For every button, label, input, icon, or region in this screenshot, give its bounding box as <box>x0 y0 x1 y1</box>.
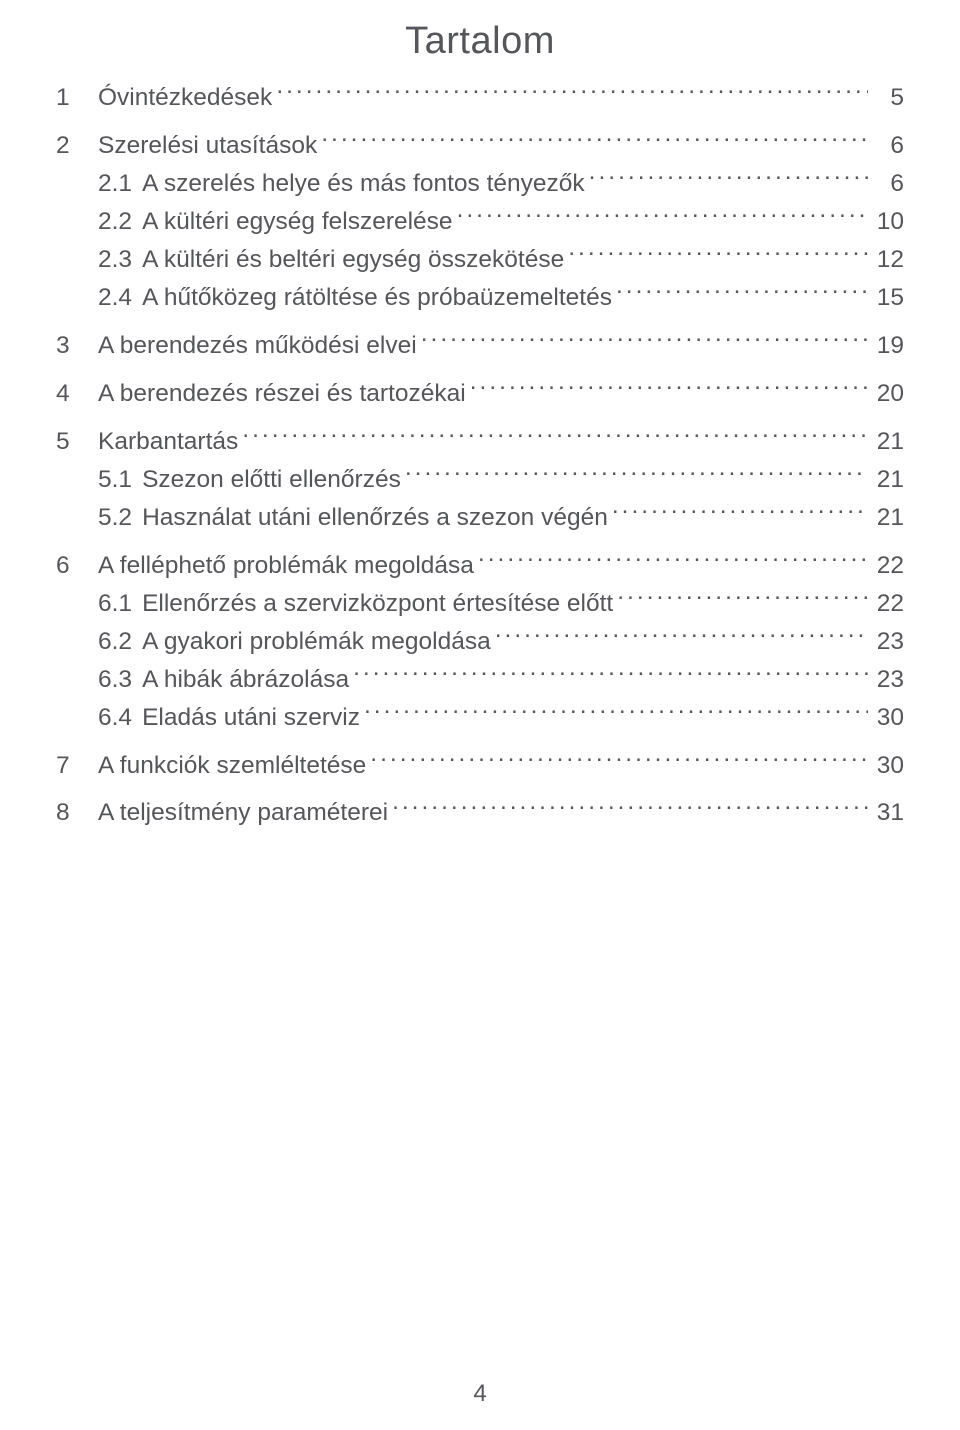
toc-number: 5 <box>56 423 98 461</box>
toc-entry-top: 6A felléphető problémák megoldása 22 <box>56 547 904 585</box>
toc-leader-dots <box>457 204 868 229</box>
toc-number: 4 <box>56 375 98 413</box>
toc-entry-top: 8A teljesítmény paraméterei 31 <box>56 794 904 832</box>
toc-leader-dots <box>568 242 868 267</box>
toc-page: 31 <box>872 794 904 832</box>
toc-page: 15 <box>872 279 904 317</box>
page-number: 4 <box>0 1380 960 1408</box>
toc-subnumber: 6.3 <box>98 661 142 699</box>
toc-leader-dots <box>470 376 868 401</box>
toc-leader-dots <box>276 81 868 106</box>
toc-title: Tartalom <box>56 20 904 63</box>
toc-entry-sub: 6.4Eladás utáni szerviz 30 <box>56 699 904 737</box>
toc-label: A hűtőközeg rátöltése és próbaüzemelteté… <box>142 279 612 317</box>
toc-number: 2 <box>56 127 98 165</box>
toc-label: A teljesítmény paraméterei <box>98 794 388 832</box>
toc-page: 5 <box>872 79 904 117</box>
toc-page: 12 <box>872 241 904 279</box>
toc-label: A szerelés helye és más fontos tényezők <box>142 165 585 203</box>
toc-leader-dots <box>421 328 868 353</box>
toc-entry-sub: 5.2Használat utáni ellenőrzés a szezon v… <box>56 499 904 537</box>
toc-leader-dots <box>321 128 868 153</box>
toc-subnumber: 2.2 <box>98 203 142 241</box>
toc-leader-dots <box>370 748 868 773</box>
toc-page: 10 <box>872 203 904 241</box>
toc-entry-sub: 2.1A szerelés helye és más fontos tényez… <box>56 165 904 203</box>
toc-entry-top: 5Karbantartás 21 <box>56 423 904 461</box>
toc-page: 30 <box>872 699 904 737</box>
toc-label: A berendezés működési elvei <box>98 327 417 365</box>
toc-subnumber: 5.2 <box>98 499 142 537</box>
toc-subnumber: 2.3 <box>98 241 142 279</box>
toc-label: Eladás utáni szerviz <box>142 699 360 737</box>
toc-leader-dots <box>242 424 868 449</box>
toc-leader-dots <box>495 624 868 649</box>
toc-entry-sub: 5.1Szezon előtti ellenőrzés 21 <box>56 461 904 499</box>
toc-page: 22 <box>872 585 904 623</box>
toc-label: A kültéri egység felszerelése <box>142 203 453 241</box>
toc-entry-top: 1Óvintézkedések 5 <box>56 79 904 117</box>
toc-page: 21 <box>872 461 904 499</box>
toc-number: 8 <box>56 794 98 832</box>
toc-label: Ellenőrzés a szervizközpont értesítése e… <box>142 585 613 623</box>
toc-label: Óvintézkedések <box>98 79 272 117</box>
toc-subnumber: 2.4 <box>98 279 142 317</box>
toc-number: 1 <box>56 79 98 117</box>
toc-subnumber: 6.1 <box>98 585 142 623</box>
toc-label: Szezon előtti ellenőrzés <box>142 461 401 499</box>
toc-entry-sub: 2.4A hűtőközeg rátöltése és próbaüzemelt… <box>56 279 904 317</box>
toc-label: A funkciók szemléltetése <box>98 747 366 785</box>
toc-page: 21 <box>872 423 904 461</box>
toc-number: 7 <box>56 747 98 785</box>
toc-page: 19 <box>872 327 904 365</box>
toc-leader-dots <box>616 280 868 305</box>
toc-page: 22 <box>872 547 904 585</box>
toc-leader-dots <box>405 462 868 487</box>
toc-label: Használat utáni ellenőrzés a szezon végé… <box>142 499 608 537</box>
toc-leader-dots <box>589 166 868 191</box>
toc-entry-top: 2Szerelési utasítások 6 <box>56 127 904 165</box>
toc-leader-dots <box>392 796 868 821</box>
toc-number: 3 <box>56 327 98 365</box>
toc-label: A berendezés részei és tartozékai <box>98 375 466 413</box>
toc-label: A gyakori problémák megoldása <box>142 623 491 661</box>
toc-number: 6 <box>56 547 98 585</box>
toc-label: A hibák ábrázolása <box>142 661 349 699</box>
toc-entry-sub: 2.2A kültéri egység felszerelése 10 <box>56 203 904 241</box>
toc-page: 30 <box>872 747 904 785</box>
toc-entry-sub: 6.1Ellenőrzés a szervizközpont értesítés… <box>56 585 904 623</box>
toc-entry-sub: 2.3A kültéri és beltéri egység összeköté… <box>56 241 904 279</box>
toc-leader-dots <box>478 548 868 573</box>
toc-subnumber: 6.4 <box>98 699 142 737</box>
toc-entry-top: 7A funkciók szemléltetése 30 <box>56 747 904 785</box>
toc-entry-top: 3A berendezés működési elvei 19 <box>56 327 904 365</box>
toc-page: 23 <box>872 623 904 661</box>
toc-page: 23 <box>872 661 904 699</box>
toc-label: A felléphető problémák megoldása <box>98 547 474 585</box>
page-container: Tartalom 1Óvintézkedések 5 2Szerelési utas… <box>0 0 960 1430</box>
toc-page: 21 <box>872 499 904 537</box>
toc-leader-dots <box>617 586 868 611</box>
toc-leader-dots <box>353 662 868 687</box>
toc-page: 6 <box>872 165 904 203</box>
toc-leader-dots <box>364 700 868 725</box>
toc-subnumber: 6.2 <box>98 623 142 661</box>
toc-page: 6 <box>872 127 904 165</box>
toc-entry-top: 4A berendezés részei és tartozékai 20 <box>56 375 904 413</box>
toc-subnumber: 2.1 <box>98 165 142 203</box>
toc-label: Szerelési utasítások <box>98 127 317 165</box>
toc-leader-dots <box>612 500 868 525</box>
toc-page: 20 <box>872 375 904 413</box>
toc-entry-sub: 6.3A hibák ábrázolása 23 <box>56 661 904 699</box>
toc-body: 1Óvintézkedések52Szerelési utasítások62.… <box>56 79 904 832</box>
toc-subnumber: 5.1 <box>98 461 142 499</box>
toc-entry-sub: 6.2A gyakori problémák megoldása 23 <box>56 623 904 661</box>
toc-label: A kültéri és beltéri egység összekötése <box>142 241 564 279</box>
toc-label: Karbantartás <box>98 423 238 461</box>
